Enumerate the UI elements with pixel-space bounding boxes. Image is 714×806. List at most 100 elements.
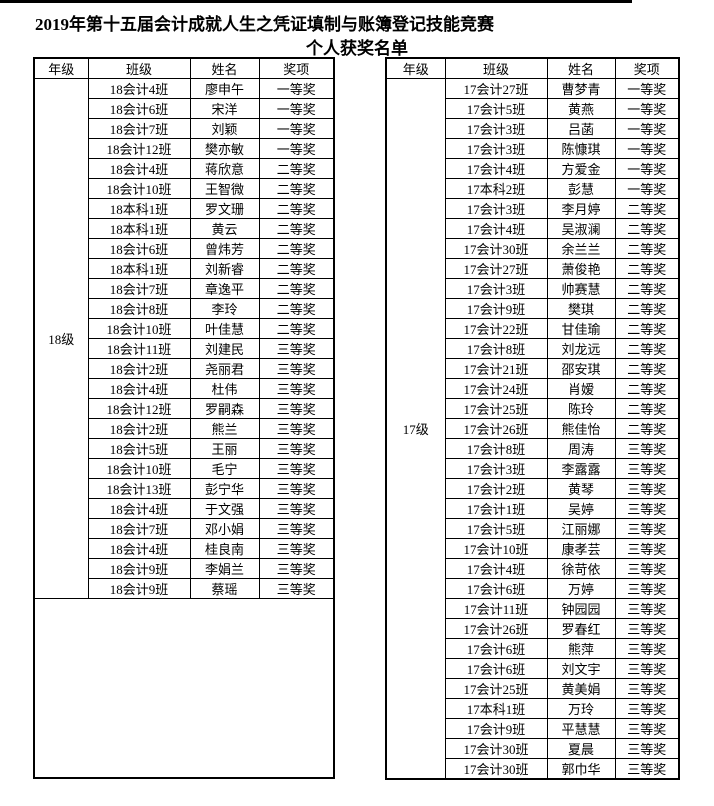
name-cell: 钟园园: [546, 598, 616, 619]
class-cell: 17会计26班: [444, 618, 548, 639]
table-row: 17本科1班 万玲 三等奖: [386, 698, 680, 719]
table-row: 17会计30班 郭巾华 三等奖: [386, 758, 680, 780]
award-cell: 一等奖: [258, 78, 335, 99]
class-cell: 18会计2班: [87, 418, 191, 439]
name-cell: 罗春红: [546, 618, 616, 639]
award-cell: 三等奖: [258, 498, 335, 519]
table-row: 17会计5班 黄燕 一等奖: [386, 98, 680, 119]
table-row: 17会计1班 吴婷 三等奖: [386, 498, 680, 519]
award-cell: 一等奖: [614, 118, 680, 139]
col-header-grade: 年级: [33, 57, 89, 79]
award-cell: 一等奖: [614, 138, 680, 159]
award-cell: 二等奖: [614, 338, 680, 359]
name-cell: 曾炜芳: [189, 238, 260, 259]
header-row: 年级 班级 姓名 奖项: [33, 57, 335, 79]
award-cell: 一等奖: [258, 98, 335, 119]
award-cell: 一等奖: [614, 178, 680, 199]
class-cell: 18会计4班: [87, 498, 191, 519]
name-cell: 余兰兰: [546, 238, 616, 259]
class-cell: 17会计9班: [444, 718, 548, 739]
award-cell: 二等奖: [614, 258, 680, 279]
award-cell: 二等奖: [614, 418, 680, 439]
document-subtitle: 个人获奖名单: [306, 39, 408, 58]
class-cell: 17本科1班: [444, 698, 548, 719]
empty-footer-row: [33, 598, 335, 778]
award-cell: 二等奖: [258, 198, 335, 219]
name-cell: 李月婷: [546, 198, 616, 219]
award-cell: 二等奖: [258, 318, 335, 339]
award-cell: 三等奖: [258, 378, 335, 399]
name-cell: 邵安琪: [546, 358, 616, 379]
table-row: 18会计10班 叶佳慧 二等奖: [34, 318, 335, 339]
class-cell: 18会计5班: [87, 438, 191, 459]
name-cell: 毛宁: [189, 458, 260, 479]
name-cell: 于文强: [189, 498, 260, 519]
award-cell: 三等奖: [614, 498, 680, 519]
table-row: 17会计8班 周涛 三等奖: [386, 438, 680, 459]
name-cell: 王丽: [189, 438, 260, 459]
name-cell: 刘新睿: [189, 258, 260, 279]
grade-cell: 18级: [33, 78, 89, 599]
class-cell: 18会计12班: [87, 138, 191, 159]
award-cell: 二等奖: [614, 318, 680, 339]
award-cell: 一等奖: [258, 138, 335, 159]
name-cell: 熊萍: [546, 638, 616, 659]
class-cell: 17会计1班: [444, 498, 548, 519]
award-cell: 三等奖: [614, 578, 680, 599]
class-cell: 17会计22班: [444, 318, 548, 339]
class-cell: 17会计3班: [444, 458, 548, 479]
award-cell: 三等奖: [614, 718, 680, 739]
table-row: 17会计26班 熊佳怡 二等奖: [386, 418, 680, 439]
name-cell: 夏晨: [546, 738, 616, 759]
table-row: 18本科1班 刘新睿 二等奖: [34, 258, 335, 279]
award-cell: 二等奖: [258, 298, 335, 319]
header-row: 年级 班级 姓名 奖项: [385, 57, 680, 79]
table-row: 18会计6班 曾炜芳 二等奖: [34, 238, 335, 259]
table-row: 17会计3班 帅赛慧 二等奖: [386, 278, 680, 299]
award-cell: 二等奖: [614, 398, 680, 419]
class-cell: 18会计12班: [87, 398, 191, 419]
col-header-award: 奖项: [614, 57, 680, 79]
award-cell: 二等奖: [614, 238, 680, 259]
table-row: 17会计22班 甘佳瑜 二等奖: [386, 318, 680, 339]
award-cell: 三等奖: [614, 538, 680, 559]
col-header-grade: 年级: [385, 57, 446, 79]
class-cell: 17会计5班: [444, 518, 548, 539]
table-row: 18会计11班 刘建民 三等奖: [34, 338, 335, 359]
table-row: 18会计5班 王丽 三等奖: [34, 438, 335, 459]
top-border-bar: [0, 0, 632, 3]
table-row: 17会计21班 邵安琪 二等奖: [386, 358, 680, 379]
award-cell: 三等奖: [614, 758, 680, 780]
name-cell: 江丽娜: [546, 518, 616, 539]
col-header-name: 姓名: [546, 57, 616, 79]
award-cell: 三等奖: [614, 678, 680, 699]
name-cell: 郭巾华: [546, 758, 616, 780]
name-cell: 蒋欣意: [189, 158, 260, 179]
class-cell: 18会计13班: [87, 478, 191, 499]
table-row: 17会计26班 罗春红 三等奖: [386, 618, 680, 639]
table-row: 17会计2班 黄琴 三等奖: [386, 478, 680, 499]
class-cell: 17会计11班: [444, 598, 548, 619]
class-cell: 17会计3班: [444, 138, 548, 159]
name-cell: 刘建民: [189, 338, 260, 359]
grade-cell: 17级: [385, 78, 446, 780]
name-cell: 曹梦青: [546, 78, 616, 99]
award-cell: 二等奖: [614, 198, 680, 219]
class-cell: 17会计6班: [444, 638, 548, 659]
table-row: 17级 17会计27班 曹梦青 一等奖: [385, 78, 680, 780]
class-cell: 17会计10班: [444, 538, 548, 559]
name-cell: 罗嗣森: [189, 398, 260, 419]
award-cell: 三等奖: [614, 618, 680, 639]
class-cell: 17会计8班: [444, 438, 548, 459]
col-header-award: 奖项: [258, 57, 335, 79]
award-cell: 三等奖: [258, 358, 335, 379]
name-cell: 吴淑澜: [546, 218, 616, 239]
table-row: 17会计30班 余兰兰 二等奖: [386, 238, 680, 259]
table-row: 17会计10班 康孝芸 三等奖: [386, 538, 680, 559]
name-cell: 樊琪: [546, 298, 616, 319]
name-cell: 刘龙远: [546, 338, 616, 359]
award-cell: 二等奖: [258, 278, 335, 299]
class-cell: 18会计8班: [87, 298, 191, 319]
award-cell: 三等奖: [614, 658, 680, 679]
